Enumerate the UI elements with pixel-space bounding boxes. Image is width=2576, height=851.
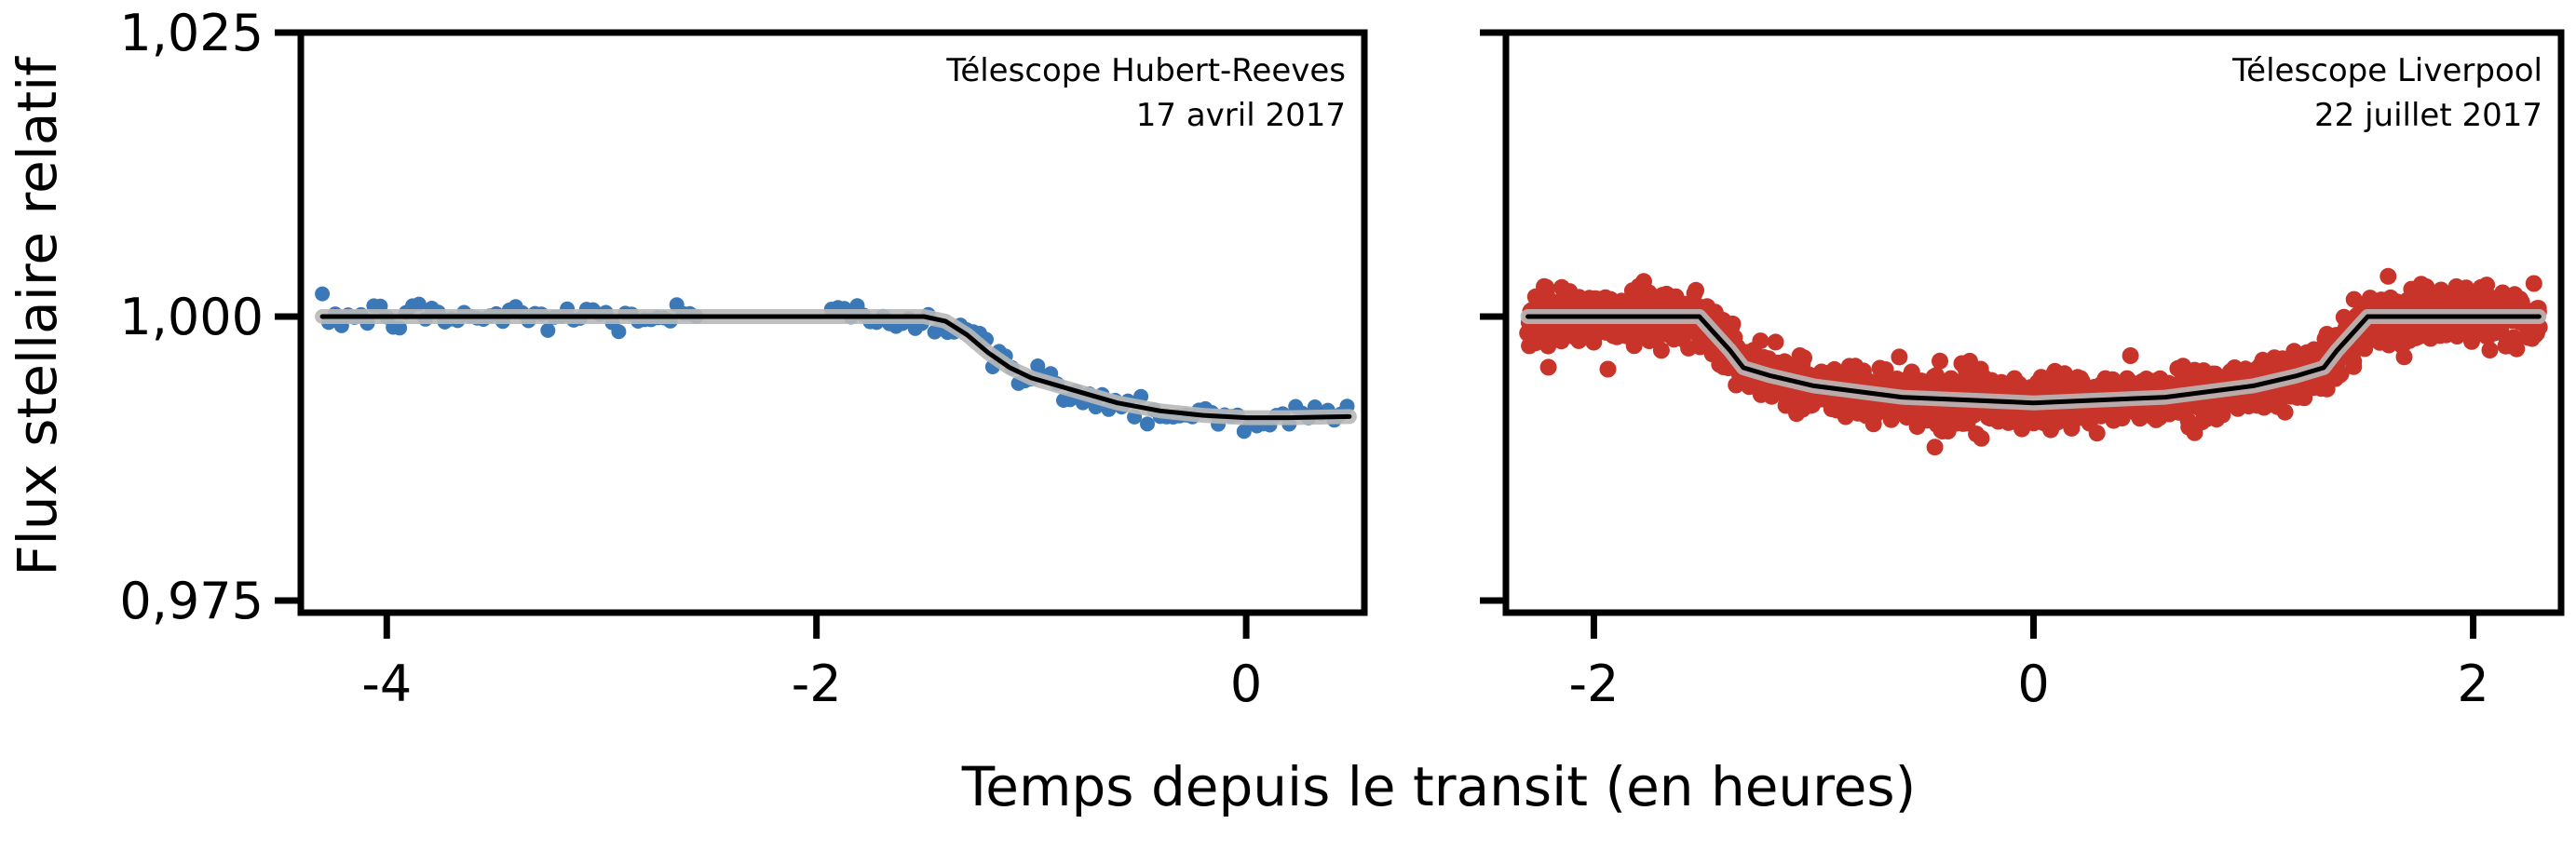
p1-data-point xyxy=(2395,348,2413,366)
p0-data-point xyxy=(611,324,627,340)
p1-data-point xyxy=(1891,348,1908,366)
panel-liverpool: -2 0 2 Télescope Liverpool 22 juillet 2017 xyxy=(1480,29,2565,713)
p1-y-ticks xyxy=(1480,29,1506,604)
p1-data-point xyxy=(2356,340,2374,358)
p0-data-point xyxy=(411,296,427,312)
x-tick-label: -4 xyxy=(361,655,412,713)
p1-data-point xyxy=(1688,281,1704,299)
p1-data-point xyxy=(2088,425,2106,442)
x-tick-label: 0 xyxy=(1230,655,1262,713)
p1-data-points xyxy=(1519,267,2548,456)
p1-data-point xyxy=(1932,352,1948,370)
p0-model-curve xyxy=(319,314,1352,421)
p1-data-point xyxy=(1724,315,1742,332)
p1-data-point xyxy=(2122,347,2139,364)
x-tick-label: 0 xyxy=(2017,655,2049,713)
p1-data-point xyxy=(2508,340,2526,358)
p1-data-point xyxy=(1599,360,1617,378)
p0-data-point xyxy=(540,322,556,338)
p1-data-point xyxy=(1767,333,1784,351)
x-axis-title: Temps depuis le transit (en heures) xyxy=(961,755,1917,818)
p1-data-point xyxy=(2345,358,2363,375)
p0-plot-frame xyxy=(297,29,1368,616)
y-tick-label: 1,025 xyxy=(119,4,264,62)
y-tick-label: 0,975 xyxy=(119,572,264,630)
p0-data-point xyxy=(392,320,408,336)
p1-data-point xyxy=(1796,349,1812,367)
p1-annotation-telescope: Télescope Liverpool xyxy=(2231,52,2542,89)
p0-y-ticks: 0,975 1,000 1,025 xyxy=(119,4,301,630)
x-tick-label: -2 xyxy=(792,655,842,713)
p1-data-point xyxy=(1652,342,1670,359)
y-tick-label: 1,000 xyxy=(119,288,264,346)
p0-annotation-telescope: Télescope Hubert-Reeves xyxy=(945,52,1346,89)
p1-data-point xyxy=(1752,332,1769,350)
panel-hubert-reeves: -4 -2 0 0,975 1,000 1,025 Télescope Hubert-R… xyxy=(119,4,1368,713)
p0-data-point xyxy=(1140,416,1155,432)
p1-data-point xyxy=(1539,358,1557,376)
p1-data-point xyxy=(1926,439,1944,456)
p1-data-point xyxy=(2525,275,2542,292)
p1-data-point xyxy=(2379,267,2397,285)
p1-data-point xyxy=(1538,278,1554,296)
p1-data-point xyxy=(2276,403,2294,421)
p0-annotation-date: 17 avril 2017 xyxy=(1136,97,1346,134)
p1-data-point xyxy=(2481,342,2499,358)
p0-model-band xyxy=(315,309,1357,426)
p0-x-ticks: -4 -2 0 xyxy=(361,613,1262,713)
x-tick-label: 2 xyxy=(2457,655,2488,713)
p1-data-point xyxy=(2332,365,2350,383)
p1-annotation-date: 22 juillet 2017 xyxy=(2314,97,2542,134)
p0-data-point xyxy=(315,286,331,302)
p1-model-curve xyxy=(1525,314,2542,406)
p1-data-point xyxy=(1973,429,1990,447)
y-axis-title: Flux stellaire relatif xyxy=(6,56,69,576)
x-tick-label: -2 xyxy=(1568,655,1619,713)
p1-x-ticks: -2 0 2 xyxy=(1568,613,2489,713)
